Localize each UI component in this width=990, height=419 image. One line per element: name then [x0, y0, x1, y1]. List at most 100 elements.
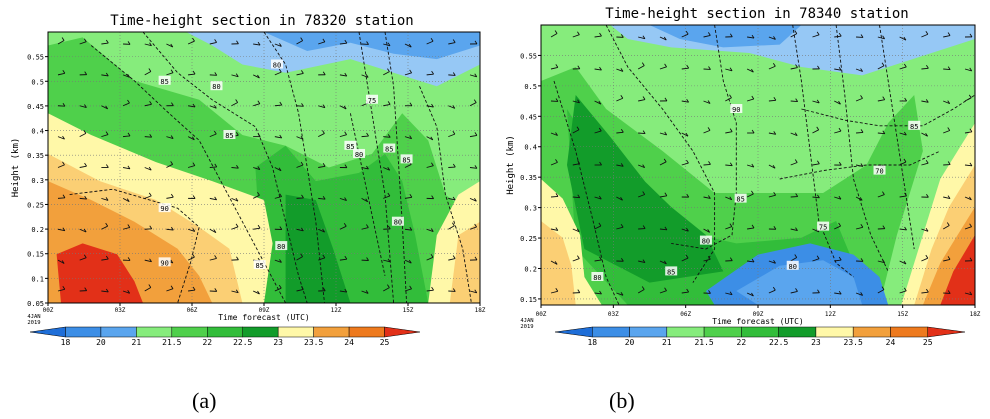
wind-barb	[166, 163, 173, 168]
wind-barb	[790, 257, 797, 262]
wind-barb	[659, 260, 667, 265]
colorbar-tick-label: 25	[380, 338, 390, 347]
wind-barb-flag	[642, 35, 646, 39]
wind-barb	[681, 132, 689, 137]
wind-barb	[318, 165, 326, 168]
colorbar-tick-label: 22.5	[233, 338, 252, 347]
wind-barb-flag	[322, 38, 326, 43]
wind-barb-flag	[301, 103, 304, 107]
contour-line-6	[801, 94, 975, 127]
wind-barb	[637, 289, 645, 294]
wind-barb	[469, 134, 477, 138]
colorbar-segment	[629, 326, 668, 338]
y-tick-label: 0.05	[27, 300, 44, 308]
wind-barb	[188, 73, 196, 76]
colorbar-segment	[554, 326, 593, 338]
wind-barb-flag	[278, 68, 282, 73]
wind-barb-flag	[62, 135, 65, 140]
wind-barb	[122, 102, 130, 107]
wind-barb-flag	[620, 34, 624, 38]
wind-barb-flag	[473, 99, 477, 103]
wind-barb	[426, 136, 434, 141]
wind-barb	[703, 258, 711, 262]
wind-barb-flag	[773, 260, 776, 264]
wind-barb	[231, 167, 239, 169]
wind-barb-flag	[686, 288, 690, 293]
wind-barb	[746, 68, 754, 73]
wind-barb-flag	[387, 101, 391, 105]
wind-barb-flag	[925, 99, 929, 103]
wind-barb-flag	[903, 260, 907, 265]
wind-barb	[79, 132, 87, 138]
wind-barb-flag	[170, 43, 174, 48]
wind-barb	[166, 136, 174, 139]
contour-line-5	[419, 86, 472, 303]
wind-barb	[339, 134, 347, 138]
wind-barb-flag	[322, 104, 326, 108]
wind-barb	[144, 167, 152, 171]
wind-barb-flag	[751, 224, 755, 229]
wind-barb-flag	[148, 192, 152, 197]
wind-barb-flag	[751, 258, 755, 263]
wind-barb-flag	[751, 129, 755, 134]
chart-a: Time-height section in 78320 station8580…	[11, 13, 486, 347]
wind-barb	[469, 226, 477, 230]
wind-barb	[594, 259, 602, 262]
wind-barb-flag	[708, 290, 711, 294]
wind-barb-flag	[62, 161, 65, 166]
wind-barb	[318, 228, 325, 233]
wind-barb-flag	[881, 286, 885, 290]
wind-barb-flag	[279, 134, 283, 139]
wind-barb	[681, 291, 689, 294]
wind-barb-flag	[431, 286, 434, 291]
colorbar-tick-label: 20	[625, 338, 635, 347]
wind-barb	[834, 292, 842, 295]
wind-barb-flag	[366, 41, 369, 45]
contour-label-bg	[730, 104, 743, 113]
wind-barb-flag	[663, 260, 667, 265]
wind-barb-flag	[555, 98, 559, 102]
wind-barb	[616, 131, 624, 134]
colorbar-tick-label: 23	[811, 338, 821, 347]
wind-barb-flag	[84, 71, 88, 75]
wind-barb	[252, 74, 260, 79]
wind-barb-flag	[620, 95, 624, 99]
x-tick-label: 03Z	[608, 311, 619, 318]
wind-barb	[877, 65, 885, 70]
wind-barb	[834, 68, 842, 71]
wind-barb	[144, 43, 152, 47]
wind-barb-flag	[555, 64, 559, 68]
wind-barb	[964, 196, 972, 201]
wind-barb-flag	[300, 135, 304, 140]
wind-barb	[448, 42, 456, 45]
wind-barb-flag	[322, 195, 326, 200]
contour-label-bg	[253, 260, 266, 270]
wind-barb-flag	[279, 193, 282, 197]
wind-barb-flag	[968, 94, 972, 99]
wind-barb-flag	[170, 69, 174, 73]
wind-barb-flag	[170, 285, 174, 289]
wind-barb-flag	[300, 161, 304, 166]
wind-barb-flag	[729, 291, 733, 295]
contour-line-2	[263, 32, 325, 303]
contour-label: 85	[402, 156, 410, 164]
wind-barb-flag	[947, 161, 951, 165]
wind-barb	[469, 290, 477, 294]
contour-label-bg	[665, 266, 678, 276]
wind-barb	[790, 100, 798, 103]
wind-barb-flag	[84, 287, 88, 291]
contour-label-bg	[223, 129, 236, 139]
wind-barb	[339, 74, 347, 77]
wind-barb	[921, 162, 929, 166]
wind-barb-flag	[903, 158, 907, 163]
wind-barb-flag	[214, 288, 218, 292]
wind-barb-flag	[431, 70, 434, 75]
wind-barb-flag	[707, 195, 711, 199]
wind-barb	[616, 196, 623, 201]
wind-barb	[448, 258, 456, 261]
chart-b: Time-height section in 78340 station 90 85…	[506, 6, 981, 347]
wind-barb	[768, 99, 776, 102]
wind-barb-flag	[729, 94, 732, 98]
wind-barb-flag	[344, 72, 348, 77]
wind-barb-flag	[431, 195, 435, 199]
